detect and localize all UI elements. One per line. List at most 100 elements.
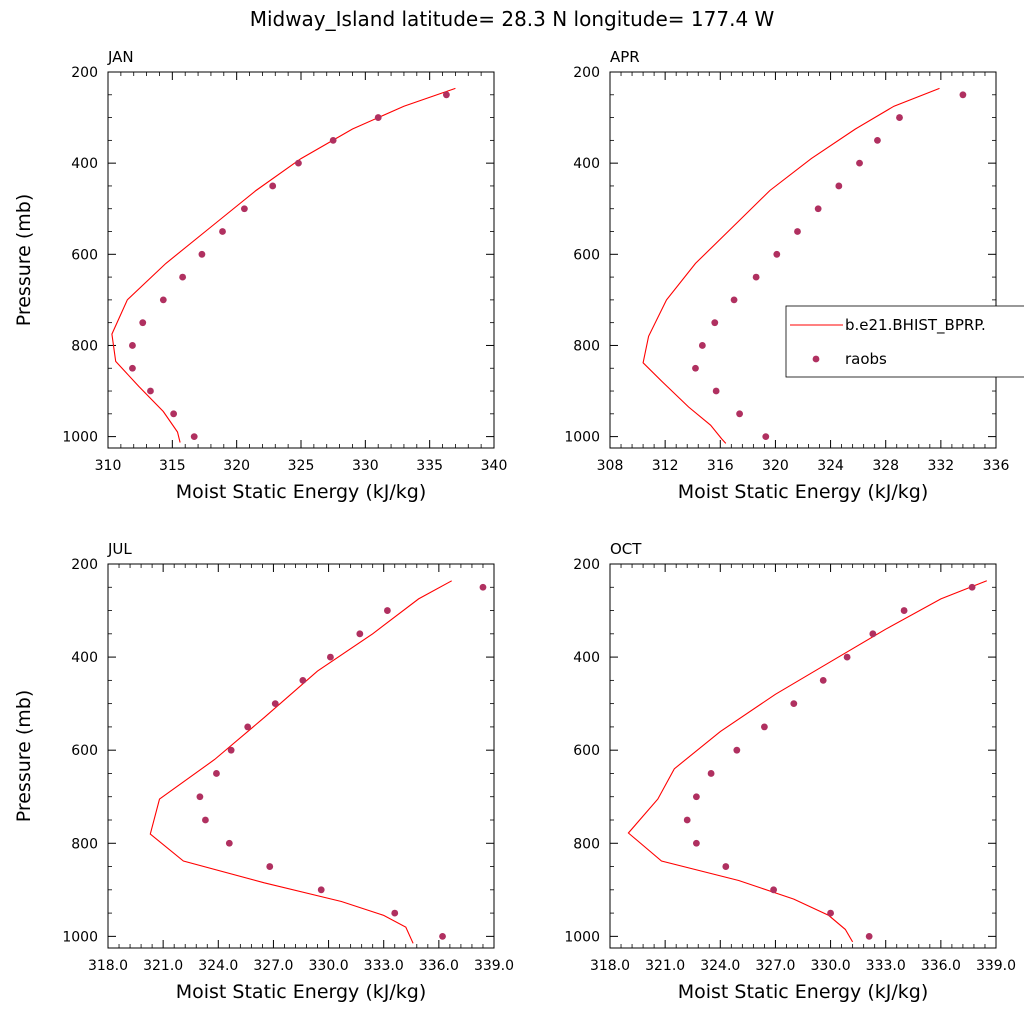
jul-y-tick-label: 200 — [71, 557, 98, 573]
oct-raobs-point — [819, 676, 827, 684]
jan-raobs-point — [147, 387, 154, 395]
oct-model-line — [627, 580, 988, 943]
jan-y-tick-label: 800 — [71, 338, 98, 354]
jul-raobs-point — [391, 909, 399, 917]
oct-y-tick-label: 800 — [573, 836, 600, 852]
panel-jan: JAN 310 315 320 325 330 335 340 200 400 600 800 1000… — [13, 48, 507, 503]
jul-x-tick-label: 330.0 — [309, 958, 349, 974]
jan-x-tick-label: 325 — [288, 458, 315, 474]
jan-raobs-point — [240, 205, 248, 213]
oct-raobs-point — [843, 653, 851, 661]
jan-y-axis-label: Pressure (mb) — [13, 194, 35, 327]
jan-raobs-point — [329, 136, 337, 144]
jan-raobs-point — [198, 250, 206, 258]
apr-plot-frame — [609, 71, 997, 449]
apr-x-tick-label: 336 — [983, 458, 1010, 474]
jul-y-tick-label: 600 — [71, 743, 98, 759]
jan-x-tick-label: 330 — [352, 458, 379, 474]
oct-x-tick-label: 339.0 — [976, 958, 1016, 974]
oct-y-tick-label: 1000 — [564, 929, 600, 945]
oct-raobs-point — [692, 793, 700, 801]
apr-y-tick-label: 200 — [573, 65, 600, 81]
apr-y-tick-label: 1000 — [564, 430, 600, 446]
legend: b.e21.BHIST_BPRP. raobs — [785, 305, 1024, 378]
jul-raobs-point — [317, 886, 325, 894]
apr-raobs-point — [752, 273, 760, 281]
apr-y-tick-label: 400 — [573, 156, 600, 172]
oct-plot-frame — [609, 563, 997, 949]
oct-raobs-point — [707, 770, 715, 777]
apr-x-axis-label: Moist Static Energy (kJ/kg) — [678, 481, 929, 503]
apr-y-tick-label: 800 — [573, 338, 600, 354]
oct-raobs-point — [683, 816, 691, 824]
jul-raobs-point — [266, 863, 274, 870]
oct-raobs-point — [900, 607, 908, 614]
jul-raobs-point — [227, 746, 235, 754]
jul-y-tick-label: 1000 — [62, 929, 98, 945]
oct-x-tick-label: 321.0 — [645, 958, 685, 974]
jul-raobs-point — [202, 816, 209, 824]
oct-raobs-point — [869, 630, 877, 638]
apr-x-tick-label: 324 — [817, 458, 844, 474]
jul-x-tick-label: 324.0 — [198, 958, 238, 974]
panel-apr: APR 308 312 316 320 324 328 332 336 200 400 600 800 1… — [564, 48, 1009, 503]
jul-raobs-point — [213, 770, 220, 777]
jul-y-tick-label: 800 — [71, 836, 98, 852]
jan-raobs-point — [129, 364, 136, 372]
apr-x-tick-label: 332 — [927, 458, 954, 474]
jul-panel-title: JUL — [107, 540, 132, 558]
jan-x-tick-label: 315 — [159, 458, 186, 474]
apr-raobs-point — [692, 364, 699, 372]
legend-box — [785, 305, 1024, 378]
jan-raobs-point — [269, 182, 277, 190]
apr-raobs-point — [794, 228, 801, 235]
apr-x-tick-label: 328 — [872, 458, 899, 474]
apr-x-tick-label: 312 — [652, 458, 679, 474]
jul-raobs-point — [299, 676, 307, 684]
jan-y-tick-label: 1000 — [62, 430, 98, 446]
jan-x-tick-label: 340 — [481, 458, 508, 474]
panel-oct: OCT 318.0 321.0 324.0 327.0 330.0 333.0 336.0 33… — [564, 540, 1016, 1003]
jan-raobs-point — [179, 273, 187, 281]
oct-raobs-point — [733, 746, 741, 754]
jan-plot-frame — [107, 71, 495, 449]
jan-x-tick-label: 335 — [416, 458, 443, 474]
panel-jul: JUL 318.0 321.0 324.0 327.0 330.0 333.0 336.0 33… — [13, 540, 514, 1003]
oct-x-tick-label: 324.0 — [700, 958, 740, 974]
apr-model-line — [642, 87, 940, 444]
oct-raobs-point — [692, 839, 700, 847]
apr-raobs-point — [712, 387, 720, 395]
oct-raobs-point — [827, 909, 834, 917]
apr-raobs-point — [835, 182, 843, 190]
jul-y-axis-label: Pressure (mb) — [13, 690, 35, 823]
jan-raobs-point — [374, 114, 382, 121]
legend-label-model: b.e21.BHIST_BPRP. — [845, 316, 986, 335]
jan-panel-title: JAN — [107, 48, 134, 66]
jul-raobs-point — [356, 630, 364, 638]
jul-x-tick-label: 318.0 — [88, 958, 128, 974]
jan-y-tick-label: 600 — [71, 247, 98, 263]
apr-raobs-point — [773, 250, 781, 258]
oct-raobs-point — [770, 886, 777, 894]
jul-x-tick-label: 333.0 — [364, 958, 404, 974]
oct-panel-title: OCT — [610, 540, 642, 558]
oct-raobs-point — [761, 723, 768, 731]
oct-raobs-point — [722, 863, 730, 870]
oct-raobs-point — [865, 932, 873, 940]
jan-raobs-point — [129, 342, 136, 349]
jul-x-tick-label: 339.0 — [474, 958, 514, 974]
apr-raobs-point — [730, 296, 738, 304]
jul-x-tick-label: 327.0 — [253, 958, 293, 974]
oct-y-tick-label: 400 — [573, 650, 600, 666]
apr-panel-title: APR — [610, 48, 640, 66]
oct-x-axis-label: Moist Static Energy (kJ/kg) — [678, 981, 929, 1003]
apr-raobs-point — [959, 91, 967, 99]
oct-x-tick-label: 336.0 — [921, 958, 961, 974]
apr-raobs-point — [814, 205, 822, 213]
oct-y-tick-label: 200 — [573, 557, 600, 573]
apr-raobs-point — [736, 410, 743, 418]
jan-raobs-point — [139, 319, 147, 327]
jul-model-line — [149, 580, 452, 944]
jan-raobs-point — [170, 410, 178, 418]
jul-raobs-point — [479, 583, 487, 591]
